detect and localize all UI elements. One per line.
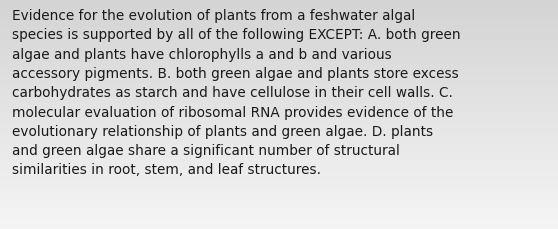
Text: Evidence for the evolution of plants from a feshwater algal
species is supported: Evidence for the evolution of plants fro… (12, 9, 461, 177)
